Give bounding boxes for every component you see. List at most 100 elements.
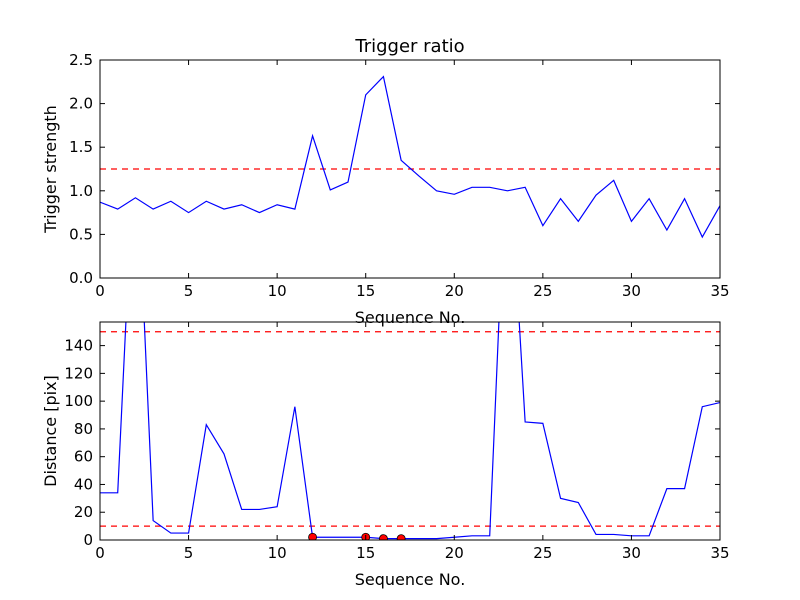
data-point xyxy=(666,488,667,489)
plot-frame xyxy=(99,59,721,279)
chart-title: Trigger ratio xyxy=(354,36,464,57)
data-point xyxy=(365,94,366,95)
y-tick-label: 100 xyxy=(64,392,93,410)
data-point xyxy=(507,190,508,191)
data-point xyxy=(489,187,490,188)
data-point xyxy=(436,190,437,191)
y-tick-label: 120 xyxy=(64,364,93,382)
data-point xyxy=(560,198,561,199)
y-tick-label: 40 xyxy=(74,475,93,493)
data-point xyxy=(542,225,543,226)
data-point xyxy=(135,197,136,198)
data-point xyxy=(489,535,490,536)
x-tick-label: 20 xyxy=(445,544,464,562)
y-tick-label: 20 xyxy=(74,503,93,521)
data-point xyxy=(223,453,224,454)
data-point xyxy=(347,181,348,182)
data-point xyxy=(206,424,207,425)
highlight-marker xyxy=(308,532,317,540)
data-point xyxy=(418,538,419,539)
data-point xyxy=(595,534,596,535)
data-point xyxy=(401,160,402,161)
data-point xyxy=(206,201,207,202)
data-point xyxy=(259,212,260,213)
data-point xyxy=(347,537,348,538)
x-tick-label: 0 xyxy=(95,282,105,300)
data-point xyxy=(684,198,685,199)
data-point xyxy=(188,212,189,213)
chart-trigger-ratio: 0 5 10 15 20 25 30 35 0.0 0.5 1.0 1.5 2.0 2.5 Sequence… xyxy=(41,36,730,327)
data-point xyxy=(312,135,313,136)
chart-distance: 0 5 10 15 20 25 30 35 0 20 40 60 80 100 120 140 Sequence… xyxy=(41,123,730,589)
series-line-0 xyxy=(100,75,720,239)
x-tick-label: 15 xyxy=(356,282,375,300)
data-point xyxy=(223,209,224,210)
x-tick-label: 35 xyxy=(710,282,729,300)
y-tick-label: 60 xyxy=(74,448,93,466)
plot-area xyxy=(100,75,720,239)
data-point xyxy=(702,406,703,407)
data-point xyxy=(153,209,154,210)
x-tick-label: 10 xyxy=(268,282,287,300)
data-point xyxy=(454,194,455,195)
x-tick-label: 15 xyxy=(356,544,375,562)
y-tick-label: 1.5 xyxy=(69,138,93,156)
data-point xyxy=(153,520,154,521)
data-point xyxy=(649,535,650,536)
data-point xyxy=(170,532,171,533)
highlight-marker xyxy=(379,534,388,540)
data-point xyxy=(578,502,579,503)
data-point xyxy=(294,209,295,210)
y-axis-label: Distance [pix] xyxy=(41,375,60,487)
data-point xyxy=(117,492,118,493)
y-tick-label: 0.5 xyxy=(69,225,93,243)
data-point xyxy=(525,421,526,422)
x-tick-label: 20 xyxy=(445,282,464,300)
data-point xyxy=(560,498,561,499)
x-tick-label: 30 xyxy=(622,282,641,300)
y-axis-label: Trigger strength xyxy=(41,105,60,234)
data-point xyxy=(277,506,278,507)
plot-area xyxy=(100,123,720,540)
x-tick-label: 0 xyxy=(95,544,105,562)
data-point xyxy=(436,538,437,539)
data-point xyxy=(525,187,526,188)
x-axis-label: Sequence No. xyxy=(355,570,466,589)
data-point xyxy=(188,532,189,533)
data-point xyxy=(471,535,472,536)
x-tick-label: 25 xyxy=(533,544,552,562)
data-point xyxy=(259,509,260,510)
data-point xyxy=(649,198,650,199)
data-point xyxy=(702,236,703,237)
data-point xyxy=(578,221,579,222)
y-tick-label: 1.0 xyxy=(69,182,93,200)
data-point xyxy=(383,76,384,77)
x-tick-label: 5 xyxy=(184,282,194,300)
y-tick-label: 2.0 xyxy=(69,95,93,113)
y-tick-label: 2.5 xyxy=(69,51,93,69)
data-point xyxy=(330,537,331,538)
data-point xyxy=(330,189,331,190)
plot-frame xyxy=(99,321,721,541)
data-point xyxy=(507,123,508,124)
data-point xyxy=(418,175,419,176)
y-tick-label: 140 xyxy=(64,337,93,355)
data-point xyxy=(135,123,136,124)
data-point xyxy=(631,221,632,222)
data-point xyxy=(170,201,171,202)
data-point xyxy=(595,195,596,196)
data-point xyxy=(294,406,295,407)
data-point xyxy=(471,187,472,188)
y-tick-label: 80 xyxy=(74,420,93,438)
highlight-marker xyxy=(396,534,406,540)
x-tick-label: 25 xyxy=(533,282,552,300)
data-point xyxy=(666,229,667,230)
data-point xyxy=(542,423,543,424)
x-tick-label: 5 xyxy=(184,544,194,562)
data-point xyxy=(277,204,278,205)
data-point xyxy=(684,488,685,489)
x-axis-label: Sequence No. xyxy=(355,308,466,327)
y-tick-label: 0 xyxy=(83,531,93,549)
data-point xyxy=(613,534,614,535)
